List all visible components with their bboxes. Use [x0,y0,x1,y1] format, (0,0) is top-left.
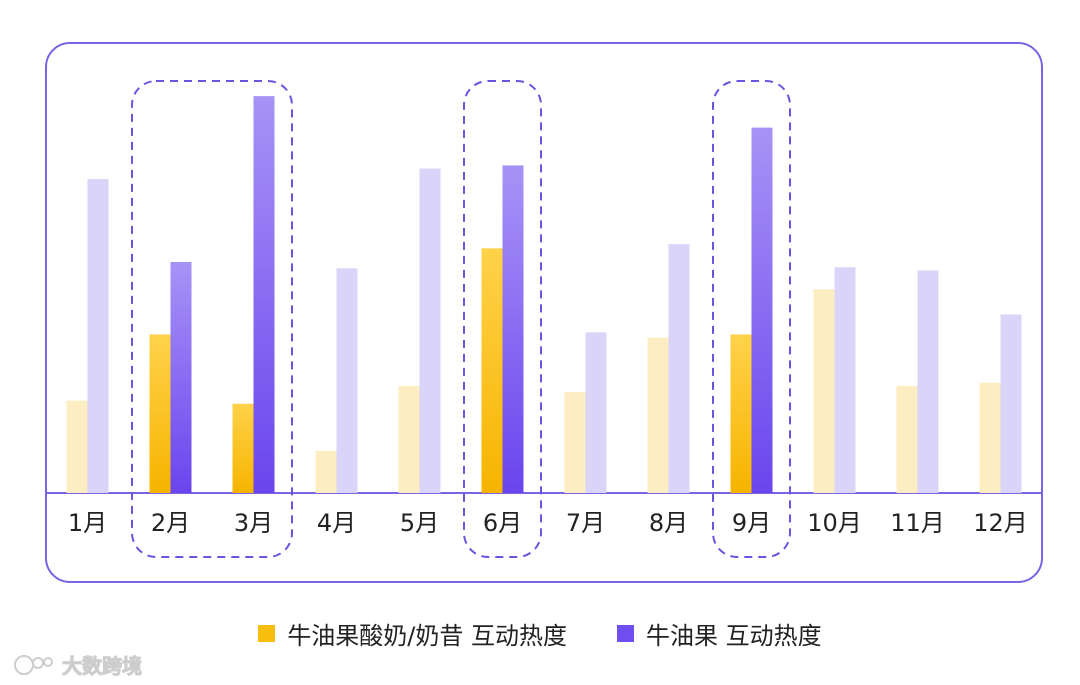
bar-yogurt-10 [813,289,835,493]
bar-yogurt-7 [564,392,586,493]
legend-swatch-purple [617,625,635,642]
x-tick-label: 1月 [68,509,107,537]
bar-yogurt-6 [481,248,503,493]
legend-swatch-yellow [258,625,276,642]
legend: 牛油果酸奶/奶昔 互动热度 牛油果 互动热度 [0,616,1080,651]
x-tick-label: 5月 [400,509,439,537]
bar-yogurt-5 [398,385,420,493]
watermark-logo-icon [14,654,53,675]
x-tick-label: 2月 [151,509,190,537]
x-tick-label: 12月 [973,509,1028,537]
bar-avocado-5 [419,168,441,494]
x-tick-label: 10月 [807,509,862,537]
bar-avocado-12 [1000,314,1022,493]
x-tick-label: 3月 [234,509,273,537]
bar-yogurt-2 [149,334,171,493]
legend-item-avocado: 牛油果 互动热度 [617,616,822,651]
highlight-box [712,80,791,558]
x-tick-label: 7月 [566,509,605,537]
bar-avocado-10 [834,267,856,493]
watermark: 大数跨境 [12,650,143,679]
x-tick-label: 8月 [649,509,688,537]
legend-label-avocado: 牛油果 互动热度 [646,622,822,650]
x-tick-label: 6月 [483,509,522,537]
chart-frame [45,42,1043,583]
x-tick-label: 11月 [890,509,945,537]
bar-avocado-6 [502,165,524,493]
highlight-box [131,80,293,558]
bar-avocado-4 [336,268,358,493]
x-tick-labels: 1月 2月 3月 4月 5月 6月 7月 8月 9月 10月 11月 12月 [68,509,1028,537]
bar-avocado-2 [170,262,192,493]
bar-avocado-9 [751,127,773,493]
bar-yogurt-1 [66,400,88,493]
bar-avocado-7 [585,332,607,493]
bar-avocado-3 [253,96,275,493]
bar-yogurt-12 [979,382,1001,493]
highlight-box [463,80,542,558]
bars [66,96,1022,494]
highlight-groups [131,80,791,558]
x-tick-label: 9月 [732,509,771,537]
legend-item-yogurt: 牛油果酸奶/奶昔 互动热度 [258,616,567,651]
bar-yogurt-9 [730,334,752,493]
bar-avocado-11 [917,270,939,493]
bar-yogurt-11 [896,385,918,493]
watermark-text: 大数跨境 [62,654,143,679]
legend-label-yogurt: 牛油果酸奶/奶昔 互动热度 [287,622,568,650]
bar-avocado-8 [668,244,690,493]
bar-yogurt-4 [315,451,337,493]
bar-avocado-1 [87,179,109,494]
bar-yogurt-8 [647,337,669,493]
x-tick-label: 4月 [317,509,356,537]
bar-yogurt-3 [232,403,254,493]
